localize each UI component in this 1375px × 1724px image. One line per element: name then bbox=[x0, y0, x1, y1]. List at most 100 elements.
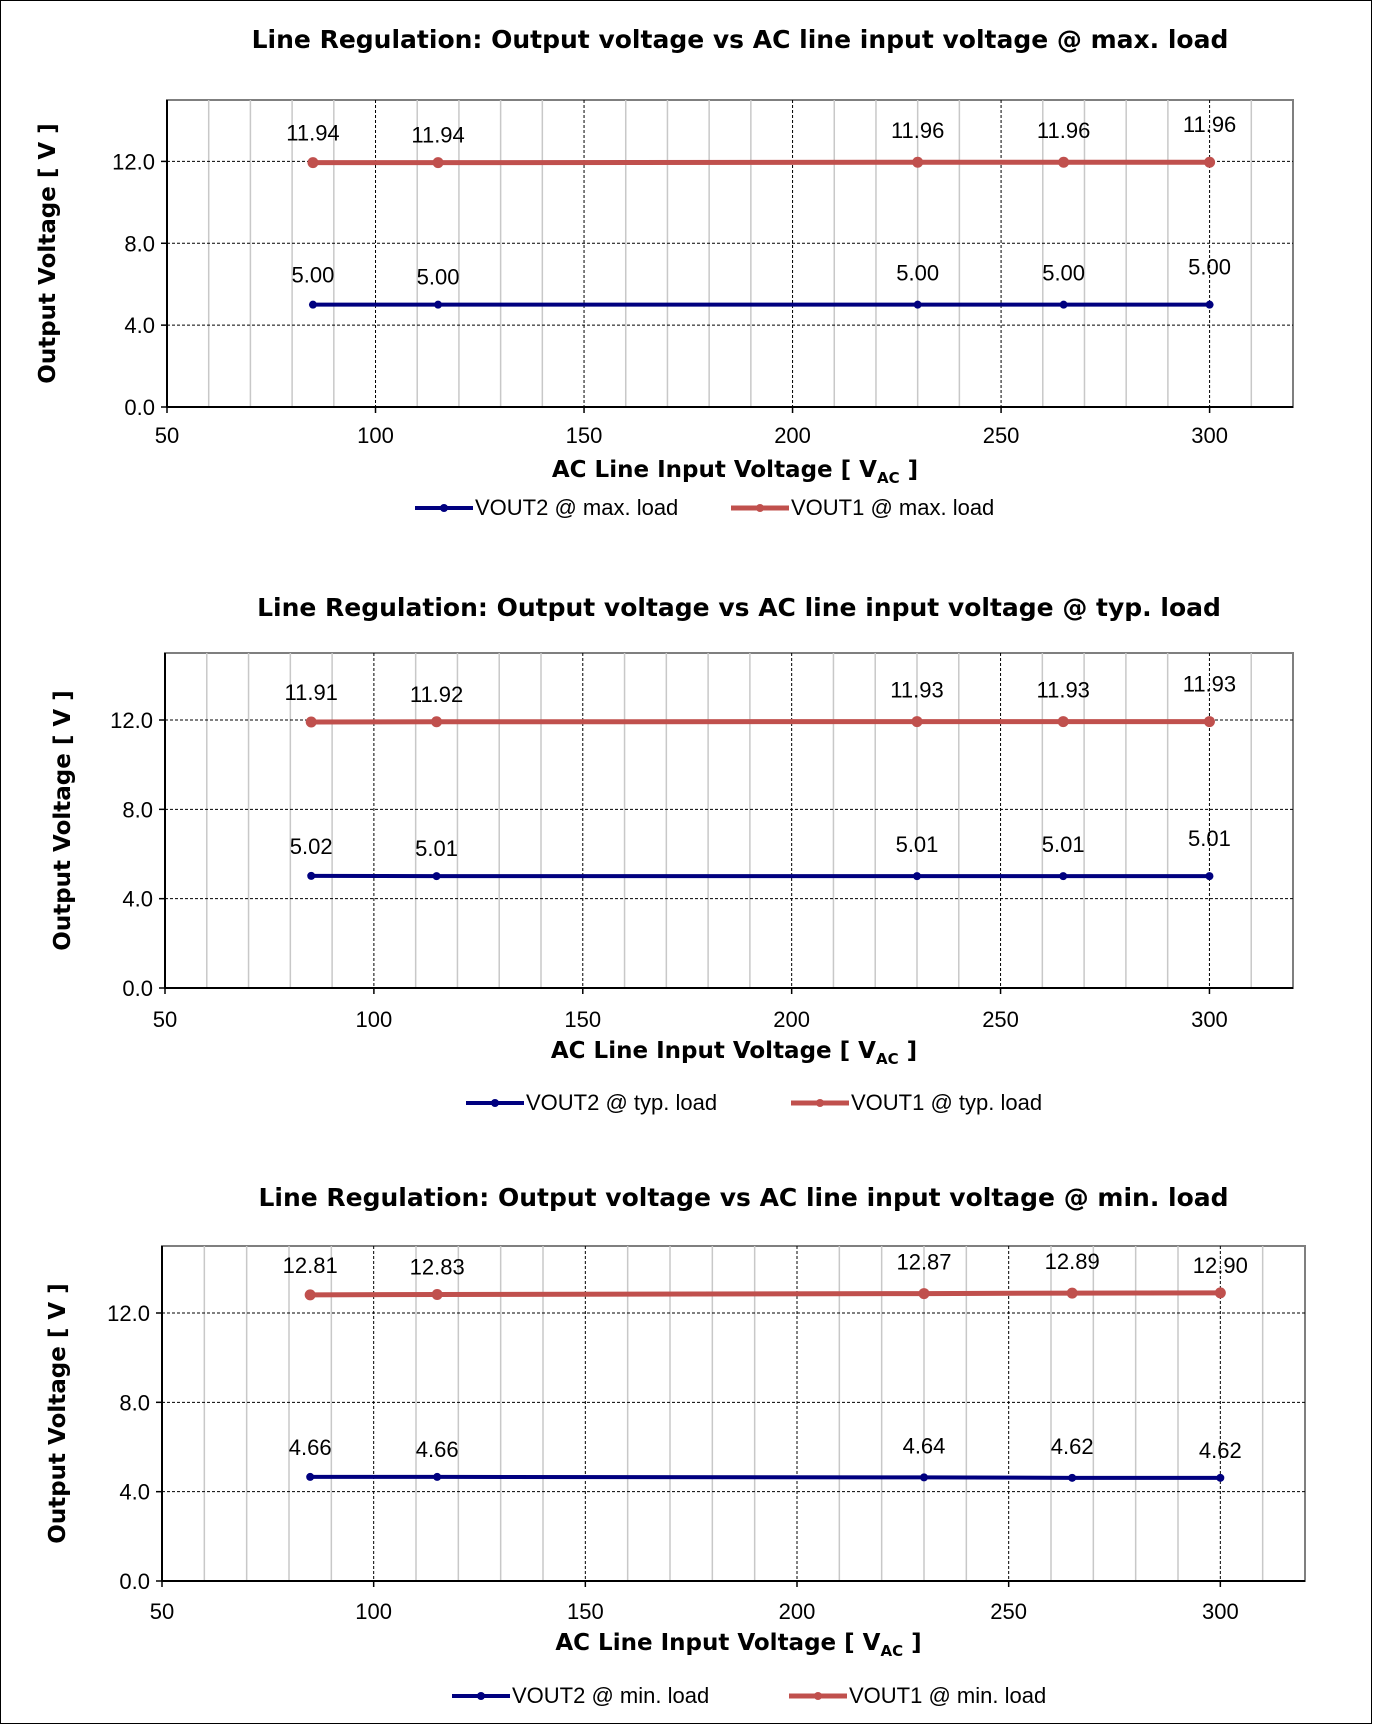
data-point bbox=[1216, 1473, 1225, 1482]
chart-title: Line Regulation: Output voltage vs AC li… bbox=[252, 25, 1229, 54]
y-tick-label: 4.0 bbox=[124, 313, 155, 338]
data-label: 11.93 bbox=[1183, 672, 1236, 697]
x-tick-label: 50 bbox=[150, 1599, 174, 1624]
data-point bbox=[1058, 156, 1070, 168]
data-point bbox=[431, 1288, 443, 1300]
data-point bbox=[913, 872, 921, 881]
y-tick-label: 4.0 bbox=[122, 887, 153, 912]
data-label: 4.66 bbox=[416, 1437, 459, 1462]
data-label: 4.62 bbox=[1051, 1434, 1094, 1459]
y-axis-label: Output Voltage [ V ] bbox=[35, 123, 61, 383]
x-tick-label: 150 bbox=[567, 1599, 604, 1624]
data-point bbox=[307, 871, 316, 880]
data-label: 11.93 bbox=[1037, 678, 1090, 703]
data-label: 12.89 bbox=[1045, 1249, 1100, 1274]
data-point bbox=[432, 872, 441, 881]
data-label: 5.01 bbox=[896, 832, 939, 857]
legend-label: VOUT2 @ max. load bbox=[475, 495, 678, 520]
data-point bbox=[1068, 1473, 1077, 1482]
x-tick-label: 100 bbox=[355, 1599, 392, 1624]
plot-area bbox=[166, 99, 1294, 408]
x-tick-label: 200 bbox=[774, 423, 811, 448]
legend-marker bbox=[756, 504, 764, 512]
data-label: 11.94 bbox=[286, 121, 339, 146]
x-tick-label: 50 bbox=[153, 1007, 177, 1032]
y-tick-label: 8.0 bbox=[119, 1390, 150, 1415]
x-tick-label: 100 bbox=[356, 1007, 393, 1032]
y-tick-label: 12.0 bbox=[112, 149, 155, 174]
chart-title: Line Regulation: Output voltage vs AC li… bbox=[257, 593, 1221, 622]
data-label: 11.96 bbox=[891, 118, 944, 143]
data-point bbox=[1059, 300, 1068, 309]
chart-panel-2: 0.0 4.0 8.0 12.0 50 100 150 200 250 300 Line Regul… bbox=[50, 593, 1294, 1115]
legend-label: VOUT2 @ typ. load bbox=[526, 1090, 717, 1115]
legend-marker bbox=[816, 1099, 824, 1107]
data-point bbox=[1059, 872, 1068, 881]
x-tick-label: 300 bbox=[1191, 1007, 1228, 1032]
data-label: 5.01 bbox=[1042, 832, 1085, 857]
data-point bbox=[305, 716, 317, 728]
y-tick-label: 12.0 bbox=[110, 708, 153, 733]
x-tick-label: 250 bbox=[982, 1007, 1019, 1032]
data-label: 5.01 bbox=[415, 836, 458, 861]
data-point bbox=[1205, 300, 1214, 309]
data-label: 12.83 bbox=[410, 1254, 465, 1279]
data-point bbox=[918, 1288, 930, 1300]
data-label: 12.87 bbox=[896, 1250, 951, 1275]
data-label: 4.66 bbox=[289, 1435, 332, 1460]
data-label: 5.00 bbox=[417, 265, 460, 290]
x-tick-label: 250 bbox=[983, 423, 1020, 448]
data-point bbox=[1066, 1287, 1078, 1299]
series-line-vout1 bbox=[310, 1290, 1221, 1298]
data-point bbox=[304, 1289, 316, 1301]
x-axis-label: AC Line Input Voltage [ VAC ] bbox=[551, 1038, 917, 1068]
legend-label: VOUT1 @ min. load bbox=[849, 1683, 1046, 1708]
legend-label: VOUT1 @ max. load bbox=[791, 495, 994, 520]
data-label: 11.94 bbox=[411, 123, 464, 148]
y-tick-label: 0.0 bbox=[122, 976, 153, 1001]
data-point bbox=[913, 300, 922, 309]
data-label: 5.01 bbox=[1188, 826, 1231, 851]
x-axis-label: AC Line Input Voltage [ VAC ] bbox=[555, 1630, 921, 1660]
data-point bbox=[306, 1472, 315, 1481]
y-tick-label: 8.0 bbox=[122, 797, 153, 822]
y-tick-label: 12.0 bbox=[107, 1301, 150, 1326]
legend-marker bbox=[477, 1692, 485, 1700]
x-tick-label: 150 bbox=[564, 1007, 601, 1032]
data-label: 5.00 bbox=[1042, 261, 1085, 286]
chart-title: Line Regulation: Output voltage vs AC li… bbox=[258, 1183, 1228, 1212]
y-tick-label: 0.0 bbox=[124, 395, 155, 420]
data-point bbox=[1203, 716, 1215, 728]
x-tick-label: 250 bbox=[990, 1599, 1027, 1624]
plot-area bbox=[161, 1245, 1306, 1582]
y-tick-label: 4.0 bbox=[119, 1480, 150, 1505]
data-label: 12.90 bbox=[1193, 1253, 1248, 1278]
chart-panel-3: 0.0 4.0 8.0 12.0 50 100 150 200 250 300 Line Regul… bbox=[45, 1183, 1306, 1708]
data-point bbox=[308, 300, 317, 309]
data-point bbox=[1214, 1287, 1226, 1299]
y-tick-label: 0.0 bbox=[119, 1569, 150, 1594]
legend-marker bbox=[491, 1099, 499, 1107]
y-axis-label: Output Voltage [ V ] bbox=[50, 690, 76, 950]
plot-area bbox=[164, 652, 1294, 989]
data-label: 4.62 bbox=[1199, 1438, 1242, 1463]
data-point bbox=[307, 157, 319, 169]
data-point bbox=[1205, 872, 1214, 881]
data-label: 5.02 bbox=[290, 834, 333, 859]
x-axis-label: AC Line Input Voltage [ VAC ] bbox=[552, 457, 918, 487]
x-tick-label: 300 bbox=[1191, 423, 1228, 448]
legend-marker bbox=[440, 504, 448, 512]
y-axis-label: Output Voltage [ V ] bbox=[45, 1283, 71, 1543]
legend-marker bbox=[814, 1692, 822, 1700]
data-point bbox=[911, 716, 923, 728]
data-label: 11.96 bbox=[1183, 112, 1236, 137]
data-point bbox=[432, 157, 444, 169]
data-point bbox=[912, 156, 924, 168]
x-tick-label: 300 bbox=[1202, 1599, 1239, 1624]
x-tick-label: 50 bbox=[155, 423, 179, 448]
data-label: 4.64 bbox=[903, 1433, 946, 1458]
x-tick-label: 150 bbox=[566, 423, 603, 448]
x-tick-label: 200 bbox=[779, 1599, 816, 1624]
legend-label: VOUT1 @ typ. load bbox=[851, 1090, 1042, 1115]
series-line-vout2 bbox=[310, 1474, 1221, 1480]
